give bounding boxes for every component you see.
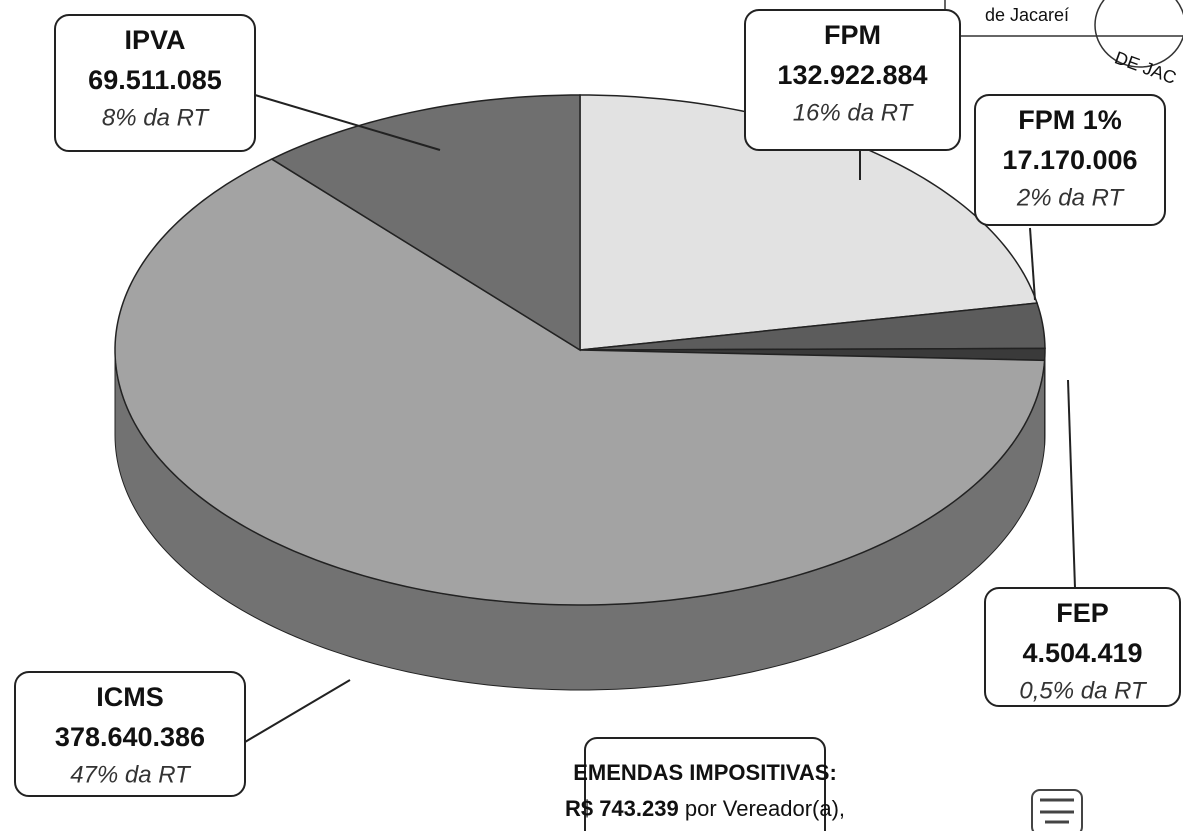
note-suffix: por Vereador(a), [685,796,845,821]
note-title: EMENDAS IMPOSITIVAS: [573,760,837,785]
stamp-text: DE JAC [1112,47,1179,88]
slice-name: FEP [1056,598,1109,628]
slice-share: 47% da RT [70,761,192,788]
slice-share: 0,5% da RT [1019,677,1148,704]
leader-line [1067,379,1076,589]
pie [114,94,1046,691]
note-box [584,737,826,831]
slice-name: ICMS [96,682,164,712]
slice [114,158,1046,606]
note-amount: R$ 743.239 [565,796,679,821]
slice-share: 8% da RT [102,104,211,131]
slice [579,94,1039,351]
slice [270,94,581,352]
callout-box [54,14,256,152]
stamp-text: de Jacareí [985,5,1069,25]
slice-name: IPVA [124,25,185,55]
slice-value: 4.504.419 [1022,638,1142,668]
callout-box [984,587,1181,707]
slice-value: 378.640.386 [55,722,205,752]
note-text: R$ 743.239 por Vereador(a), [565,796,845,821]
emblem [1031,789,1083,831]
callouts: FPM 132.922.884 16% da RT FPM 1% 17.170.006 2… [14,9,1181,797]
stamp-seal [1094,0,1183,68]
slice [579,302,1046,351]
leader-line [244,679,351,743]
callout-box [14,671,246,797]
leader-line [254,94,441,151]
slice-value: 17.170.006 [1002,145,1137,175]
slice-name: FPM [824,20,881,50]
slice-value: 132.922.884 [777,60,927,90]
slice-share: 2% da RT [1016,184,1126,211]
slice-name: FPM 1% [1018,105,1122,135]
callout-box [974,94,1166,226]
slice-value: 69.511.085 [88,65,222,95]
callout-box [744,9,961,151]
slice-share: 16% da RT [793,99,915,126]
leader-line [1029,227,1036,301]
